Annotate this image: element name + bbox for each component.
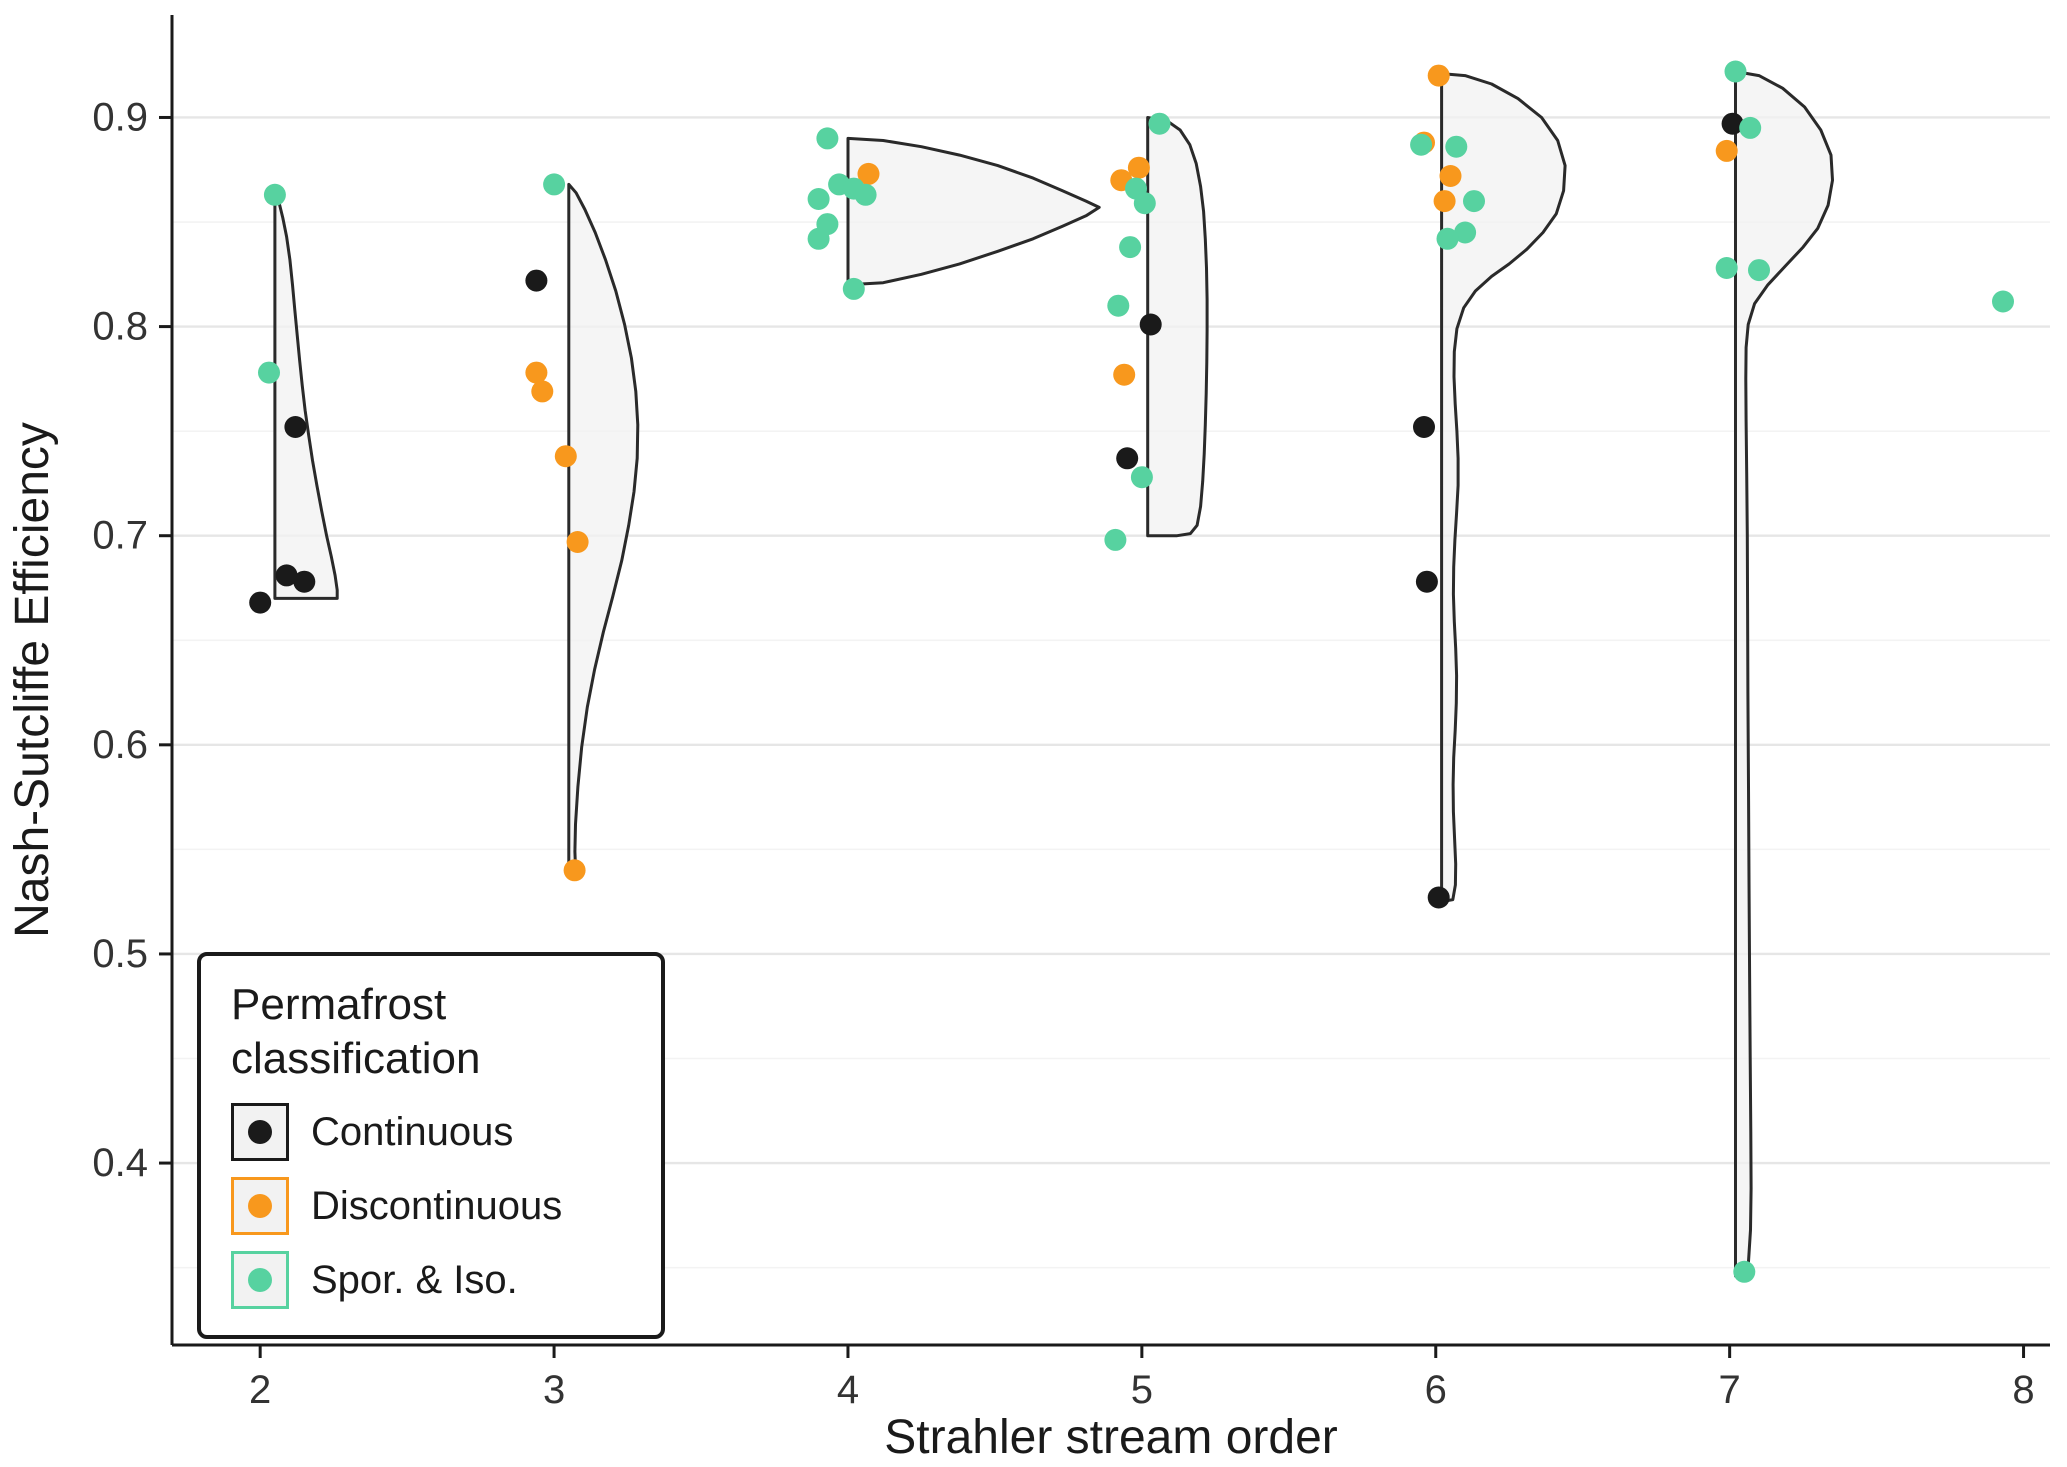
data-point-spor-iso	[1133, 192, 1156, 215]
legend-entry-sporadic-isolated: Spor. & Iso.	[231, 1251, 631, 1310]
data-point-discontinuous	[566, 531, 589, 553]
data-point-spor-iso	[807, 227, 830, 250]
data-point-spor-iso	[1733, 1260, 1756, 1283]
data-point-continuous	[1427, 886, 1450, 909]
point-swatch-icon	[248, 1120, 272, 1145]
data-point-continuous	[1116, 447, 1139, 470]
data-point-spor-iso	[1454, 221, 1477, 244]
legend-key-sporadic-isolated	[231, 1251, 289, 1310]
legend-entry-continuous: Continuous	[231, 1103, 631, 1162]
data-point-continuous	[1721, 112, 1744, 135]
legend-title-line1: Permafrost	[231, 980, 447, 1029]
data-point-discontinuous	[1433, 190, 1456, 213]
data-point-spor-iso	[854, 183, 877, 206]
data-point-spor-iso	[1445, 135, 1468, 158]
x-tick-label: 8	[2012, 1368, 2034, 1412]
data-point-spor-iso	[1748, 259, 1770, 282]
data-point-spor-iso	[258, 361, 280, 384]
x-tick-label: 6	[1425, 1368, 1447, 1412]
data-point-spor-iso	[1148, 112, 1171, 135]
data-point-continuous	[1139, 313, 1162, 336]
legend-key-discontinuous	[231, 1177, 289, 1236]
y-tick-label: 0.4	[92, 1141, 148, 1185]
data-point-spor-iso	[816, 127, 839, 150]
x-axis-title: Strahler stream order	[884, 1411, 1338, 1464]
data-point-spor-iso	[1739, 116, 1762, 139]
data-point-discontinuous	[1427, 64, 1450, 87]
data-point-spor-iso	[1130, 466, 1153, 489]
data-point-discontinuous	[531, 380, 554, 403]
data-point-spor-iso	[842, 277, 865, 300]
data-point-spor-iso	[543, 173, 566, 196]
data-point-spor-iso	[1724, 60, 1747, 83]
data-point-spor-iso	[1104, 528, 1127, 551]
y-tick-label: 0.5	[92, 932, 148, 976]
x-tick-label: 2	[249, 1368, 271, 1412]
violin-order-7	[1734, 70, 1834, 1278]
legend-title-line2: classification	[231, 1033, 481, 1083]
data-point-discontinuous	[1439, 165, 1462, 187]
legend-entry-discontinuous: Discontinuous	[231, 1177, 631, 1236]
data-point-spor-iso	[1119, 236, 1142, 259]
data-point-spor-iso	[1410, 133, 1433, 156]
data-point-continuous	[1415, 570, 1438, 593]
data-point-spor-iso	[263, 183, 286, 206]
data-point-continuous	[284, 416, 307, 438]
data-point-continuous	[1413, 416, 1435, 438]
data-point-discontinuous	[1715, 139, 1738, 162]
point-swatch-icon	[248, 1194, 272, 1219]
violin-order-5	[1146, 116, 1209, 538]
legend-title: Permafrost classification	[231, 978, 631, 1085]
data-point-continuous	[275, 564, 298, 587]
x-tick-label: 4	[837, 1368, 859, 1412]
violin-order-6	[1440, 72, 1567, 904]
y-tick-label: 0.6	[92, 723, 148, 767]
legend-label-sporadic-isolated: Spor. & Iso.	[311, 1257, 518, 1302]
data-point-spor-iso	[1715, 257, 1738, 279]
violin-order-2	[273, 189, 339, 600]
legend: Permafrost classification Continuous Dis…	[197, 952, 665, 1340]
point-swatch-icon	[248, 1268, 272, 1293]
data-point-spor-iso	[1463, 190, 1485, 213]
data-point-continuous	[525, 269, 548, 292]
data-point-spor-iso	[1436, 227, 1459, 250]
legend-label-continuous: Continuous	[311, 1109, 514, 1154]
y-tick-label: 0.8	[92, 305, 148, 349]
violin-order-3	[567, 182, 640, 879]
data-point-continuous	[249, 591, 272, 614]
y-axis-title: Nash-Sutcliffe Efficiency	[6, 422, 59, 938]
data-point-spor-iso	[807, 188, 830, 210]
y-tick-label: 0.9	[92, 95, 148, 139]
data-point-discontinuous	[1113, 363, 1136, 386]
y-tick-label: 0.7	[92, 514, 148, 558]
data-point-discontinuous	[554, 445, 577, 468]
data-point-spor-iso	[1992, 290, 2014, 313]
data-point-continuous	[293, 570, 316, 593]
data-point-discontinuous	[857, 162, 880, 185]
violin-order-4	[846, 136, 1101, 287]
x-tick-label: 7	[1719, 1368, 1741, 1412]
data-point-spor-iso	[1107, 294, 1130, 317]
x-tick-label: 5	[1131, 1368, 1153, 1412]
data-point-discontinuous	[525, 361, 548, 384]
legend-label-discontinuous: Discontinuous	[311, 1183, 563, 1228]
x-tick-label: 3	[543, 1368, 565, 1412]
legend-key-continuous	[231, 1103, 289, 1162]
data-point-discontinuous	[563, 859, 586, 882]
data-point-discontinuous	[1127, 156, 1150, 179]
